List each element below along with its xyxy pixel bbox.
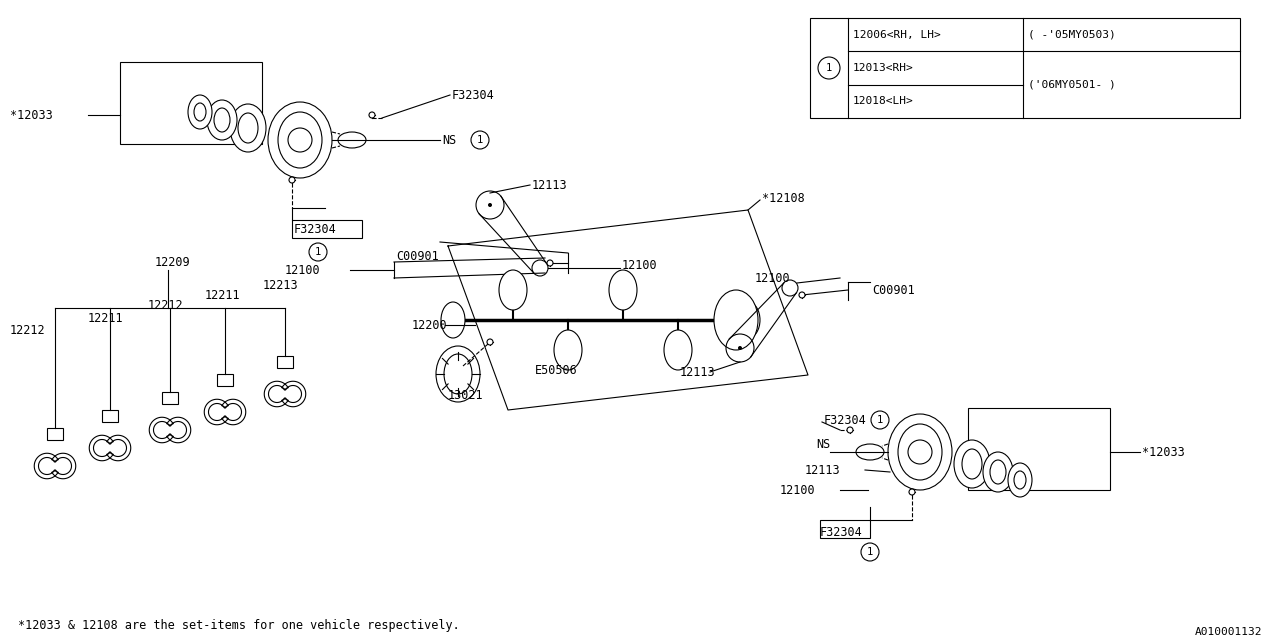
Circle shape: [369, 112, 375, 118]
Ellipse shape: [207, 100, 237, 140]
Ellipse shape: [899, 424, 942, 480]
Bar: [292, 220, 362, 238]
Bar: [968, 408, 1110, 490]
Bar: [820, 520, 870, 538]
Circle shape: [818, 57, 840, 79]
Text: 12013<RH>: 12013<RH>: [852, 63, 914, 73]
Text: 12113: 12113: [532, 179, 567, 191]
Text: *12033 & 12108 are the set-items for one vehicle respectively.: *12033 & 12108 are the set-items for one…: [18, 618, 460, 632]
Text: 12113: 12113: [680, 365, 716, 378]
Text: 12200: 12200: [412, 319, 448, 332]
Text: 12100: 12100: [755, 271, 791, 285]
Text: ( -'05MY0503): ( -'05MY0503): [1028, 29, 1116, 40]
Ellipse shape: [230, 104, 266, 152]
Ellipse shape: [499, 270, 527, 310]
Circle shape: [799, 292, 805, 298]
Circle shape: [847, 427, 852, 433]
Ellipse shape: [856, 444, 884, 460]
Text: 12018<LH>: 12018<LH>: [852, 97, 914, 106]
Text: 12100: 12100: [622, 259, 658, 271]
Text: 12006<RH, LH>: 12006<RH, LH>: [852, 29, 941, 40]
Text: 12212: 12212: [148, 298, 183, 312]
Text: F32304: F32304: [452, 88, 495, 102]
Text: *12033: *12033: [1142, 445, 1185, 458]
Text: 1: 1: [477, 135, 483, 145]
Text: ('06MY0501- ): ('06MY0501- ): [1028, 79, 1116, 90]
Text: A010001132: A010001132: [1194, 627, 1262, 637]
Circle shape: [471, 131, 489, 149]
Text: F32304: F32304: [824, 413, 867, 426]
Ellipse shape: [444, 354, 472, 394]
Text: *12108: *12108: [762, 191, 805, 205]
Text: 1: 1: [315, 247, 321, 257]
Bar: [47, 428, 63, 440]
Ellipse shape: [954, 440, 989, 488]
Ellipse shape: [442, 302, 465, 338]
Bar: [120, 62, 262, 144]
Text: 1: 1: [826, 63, 832, 73]
Circle shape: [308, 243, 326, 261]
Ellipse shape: [664, 330, 692, 370]
Ellipse shape: [983, 452, 1012, 492]
Circle shape: [289, 177, 294, 183]
Ellipse shape: [888, 414, 952, 490]
Ellipse shape: [1014, 471, 1027, 489]
Ellipse shape: [1009, 463, 1032, 497]
Ellipse shape: [714, 290, 758, 350]
Text: 12211: 12211: [205, 289, 241, 301]
Bar: [163, 392, 178, 404]
Text: 1: 1: [877, 415, 883, 425]
Ellipse shape: [195, 103, 206, 121]
Ellipse shape: [436, 346, 480, 402]
Ellipse shape: [963, 449, 982, 479]
Circle shape: [909, 489, 915, 495]
Text: E50506: E50506: [535, 364, 577, 376]
Text: 12212: 12212: [10, 323, 46, 337]
Ellipse shape: [989, 460, 1006, 484]
Text: F32304: F32304: [820, 525, 863, 538]
Ellipse shape: [278, 112, 323, 168]
Text: C00901: C00901: [396, 250, 439, 262]
Bar: [810, 18, 1240, 118]
Circle shape: [861, 543, 879, 561]
Circle shape: [870, 411, 890, 429]
Ellipse shape: [338, 132, 366, 148]
Text: 12100: 12100: [285, 264, 320, 276]
Circle shape: [739, 346, 742, 350]
Ellipse shape: [609, 270, 637, 310]
Text: 12213: 12213: [262, 278, 298, 291]
Ellipse shape: [188, 95, 212, 129]
Circle shape: [486, 339, 493, 345]
Text: 1: 1: [867, 547, 873, 557]
Ellipse shape: [288, 128, 312, 152]
Bar: [218, 374, 233, 386]
Text: 12113: 12113: [805, 463, 841, 477]
Text: 13021: 13021: [448, 388, 484, 401]
Bar: [102, 410, 118, 422]
Text: *12033: *12033: [10, 109, 52, 122]
Ellipse shape: [214, 108, 230, 132]
Ellipse shape: [238, 113, 259, 143]
Text: F32304: F32304: [294, 223, 337, 236]
Text: 12209: 12209: [155, 255, 191, 269]
Text: 12211: 12211: [88, 312, 124, 324]
Text: NS: NS: [817, 438, 831, 451]
Ellipse shape: [736, 302, 760, 338]
Text: C00901: C00901: [872, 284, 915, 296]
Ellipse shape: [908, 440, 932, 464]
Circle shape: [488, 203, 492, 207]
Ellipse shape: [554, 330, 582, 370]
Text: 12100: 12100: [780, 483, 815, 497]
Text: NS: NS: [442, 134, 456, 147]
Bar: [276, 356, 293, 368]
Ellipse shape: [268, 102, 332, 178]
Circle shape: [547, 260, 553, 266]
